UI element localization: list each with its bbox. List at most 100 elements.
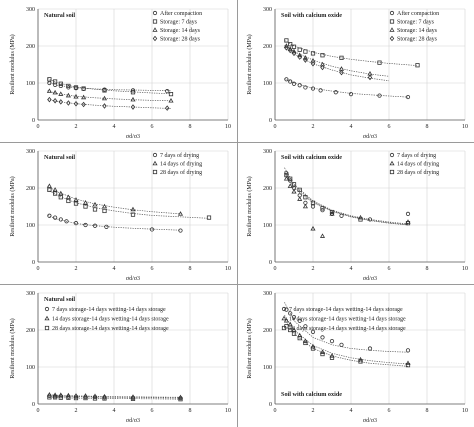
chart-0-series-0-point (58, 83, 63, 89)
chart-2-series-0-point (83, 222, 88, 228)
chart-1-series-0 (284, 77, 411, 100)
chart-4-series-2-point (47, 395, 52, 400)
chart-3-x-tick-label: 10 (462, 266, 468, 272)
chart-1-series-1-point (297, 47, 302, 52)
chart-2-series-1-point (177, 211, 184, 216)
chart-1-legend-item-0: After compaction (389, 10, 439, 17)
chart-0-series-2-point (81, 94, 87, 100)
chart-0-y-tick-label: 200 (26, 44, 35, 50)
chart-0-series-2-point (52, 89, 58, 95)
chart-1-x-tick-label: 8 (426, 124, 429, 130)
panel-divider-vertical (237, 0, 238, 427)
chart-2-series-0-point (47, 213, 52, 218)
chart-panel-middle-left: 0 2 4 6 8 10 0 100 200 300 σd/σ3 Resilient modulus … (0, 142, 237, 284)
chart-2-series-1-point (58, 190, 64, 196)
chart-1-legend-marker-3 (389, 35, 395, 42)
chart-1-series-2-point (287, 46, 293, 51)
chart-3-series-0 (284, 167, 411, 225)
panel-divider-horizontal-2 (0, 284, 474, 285)
chart-5-series-1-point (357, 356, 364, 362)
chart-1-legend-item-2: Storage: 14 days (389, 27, 438, 34)
chart-2-x-tick-label: 0 (37, 266, 40, 272)
chart-4-legend-label-0: 7 days storage-14 days wetting-14 days s… (52, 307, 166, 313)
chart-1-legend-marker-0 (389, 10, 395, 16)
chart-1-series-1-point (284, 38, 289, 43)
chart-3-y-tick-label: 0 (269, 260, 272, 266)
chart-2-series-1-point (130, 206, 136, 212)
chart-5-series-0-point (297, 318, 302, 323)
chart-4-legend-marker-2 (44, 325, 50, 331)
chart-5-x-tick-label: 0 (274, 408, 277, 414)
chart-4-legend-item-1: 14 days storage-14 days wetting-14 days … (44, 315, 169, 323)
chart-5-series-2-trendline (284, 319, 409, 367)
chart-5-y-tick-label: 300 (263, 291, 272, 297)
chart-2-x-axis-label: σd/σ3 (126, 276, 140, 282)
chart-2-series-0-point (92, 223, 98, 228)
chart-4-series-1-point (65, 392, 71, 398)
chart-4-x-tick-label: 10 (225, 408, 231, 414)
chart-4-legend-label-2: 28 days storage-14 days wetting-14 days … (52, 326, 169, 332)
chart-5-legend-label-2: 28 days storage-14 days wetting-14 days … (289, 326, 406, 332)
panel-divider-horizontal-1 (0, 142, 474, 143)
chart-2-series-1-point (52, 187, 58, 192)
chart-0-legend-label-2: Storage: 14 days (160, 28, 201, 34)
chart-1-y-tick-label: 300 (263, 7, 272, 13)
chart-5-legend-marker-2 (281, 325, 287, 331)
chart-3-series-2-point (320, 206, 325, 211)
chart-4-y-tick-label: 100 (26, 365, 35, 371)
chart-5-legend-marker-0 (281, 306, 287, 312)
chart-2-x-tick-label: 2 (75, 266, 78, 272)
chart-0-series-3-point (52, 97, 58, 104)
chart-1-series-3-point (310, 60, 316, 67)
chart-4-legend-marker-0 (44, 306, 50, 312)
chart-2-series-0-point (64, 219, 69, 224)
chart-1-legend-label-0: After compaction (397, 10, 439, 17)
chart-5-legend-label-1: 14 days storage-14 days wetting-14 days … (289, 317, 406, 323)
chart-3-series-2-point (297, 187, 302, 192)
chart-2-series-2-point (83, 204, 88, 209)
chart-5-series-2-point (358, 359, 363, 364)
chart-5-series-0-point (303, 324, 308, 329)
chart-4-series-2-point (53, 395, 58, 400)
chart-1-series-0-point (291, 81, 297, 86)
chart-2-legend-label-1: 14 days of drying (160, 161, 202, 168)
chart-5-series-1-trendline (284, 315, 409, 365)
chart-1-y-tick-label: 200 (263, 44, 272, 50)
chart-2-series-2-point (58, 195, 63, 200)
chart-0-x-tick-label: 0 (37, 124, 40, 130)
chart-2-y-tick-label: 100 (26, 223, 35, 229)
chart-1-series-0-point (297, 83, 302, 88)
chart-2-series-2-point (206, 215, 212, 220)
chart-2-series-1-point (46, 183, 52, 188)
chart-4-x-tick-label: 2 (75, 408, 78, 414)
chart-0-legend-marker-2 (152, 27, 158, 32)
chart-3-legend-marker-1 (389, 160, 395, 166)
chart-1-series-2-point (291, 48, 297, 54)
chart-0-x-tick-label: 4 (113, 124, 116, 130)
chart-1-series-1-trendline (284, 40, 418, 66)
chart-1-legend-marker-1 (389, 19, 395, 24)
chart-4-y-tick-label: 200 (26, 328, 35, 334)
chart-1-series-0-point (318, 88, 323, 93)
chart-4-series-1-point (92, 393, 98, 398)
chart-5-legend-item-1: 14 days storage-14 days wetting-14 days … (281, 315, 406, 323)
chart-5-annotation-0: Soil with calcium oxide (281, 391, 342, 398)
chart-2-x-tick-label: 6 (151, 266, 154, 272)
chart-2-legend-item-1: 14 days of drying (152, 161, 202, 168)
chart-4-series-2-point (92, 396, 98, 401)
chart-1-series-2-point (297, 52, 303, 58)
chart-1-series-0-point (310, 86, 316, 91)
chart-3-series-2-trendline (284, 171, 409, 225)
chart-0-legend-item-2: Storage: 14 days (152, 27, 201, 34)
chart-1-series-3-point (320, 64, 325, 71)
chart-2-series-2-point (47, 187, 52, 192)
chart-0-x-tick-label: 2 (75, 124, 78, 130)
chart-0-series-3-point (130, 104, 136, 110)
chart-3-legend-label-0: 7 days of drying (397, 152, 436, 159)
chart-1-series-3-point (284, 45, 289, 51)
chart-1-x-tick-label: 4 (350, 124, 353, 130)
chart-1-series-2-point (338, 66, 345, 71)
chart-2-series-2-point (130, 212, 136, 217)
